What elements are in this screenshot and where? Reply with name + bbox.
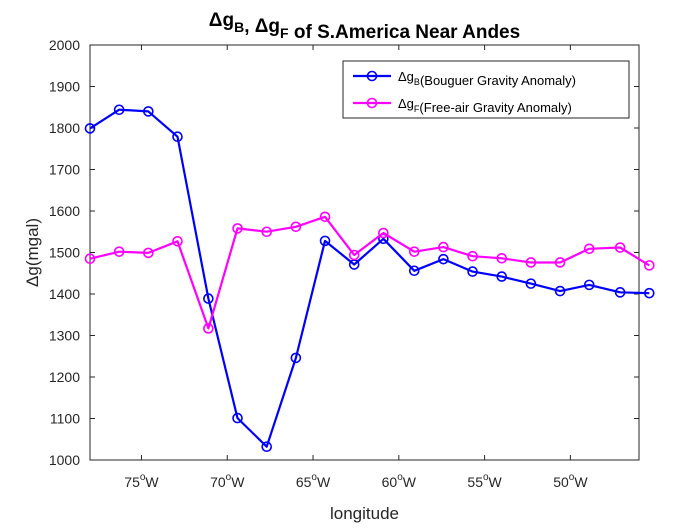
legend-entry: ΔgF(Free-air Gravity Anomaly) [398, 96, 572, 115]
data-point-0 [319, 235, 331, 247]
y-tick-label: 1100 [50, 411, 80, 427]
data-point-1 [408, 246, 420, 257]
data-point-1 [290, 221, 302, 233]
chart-title: ΔgB, ΔgF of S.America Near Andes [209, 10, 520, 43]
y-tick-label: 1600 [49, 203, 80, 219]
data-point-1 [583, 243, 595, 255]
legend-swatch-marker [366, 97, 378, 109]
data-point-1 [84, 253, 96, 265]
legend-entry: ΔgB(Bouguer Gravity Anomaly) [398, 69, 576, 88]
data-point-0 [203, 293, 214, 304]
data-point-1 [525, 257, 537, 268]
data-point-0 [143, 106, 154, 117]
x-tick-label: 55oW [467, 472, 502, 490]
data-point-1 [348, 249, 360, 261]
data-point-0 [172, 131, 183, 143]
data-point-1 [614, 242, 626, 253]
data-point-0 [113, 104, 125, 116]
y-tick-label: 1700 [49, 162, 80, 178]
legend-swatch-marker [366, 70, 378, 82]
y-tick-label: 1200 [49, 369, 80, 385]
data-point-0 [232, 412, 243, 424]
data-point-0 [583, 279, 595, 291]
data-point-1 [496, 253, 508, 264]
y-axis-label: Δg(mgal) [23, 218, 42, 287]
data-point-0 [467, 266, 478, 277]
data-point-1 [172, 235, 183, 247]
data-point-0 [84, 123, 96, 134]
x-axis-label: longitude [330, 504, 399, 523]
y-tick-label: 1900 [49, 79, 80, 95]
data-point-1 [113, 246, 125, 257]
data-point-0 [438, 253, 449, 265]
x-tick-label: 65oW [296, 472, 331, 490]
data-point-1 [378, 227, 389, 239]
data-point-0 [554, 285, 566, 297]
data-point-0 [643, 287, 655, 299]
y-tick-label: 2000 [49, 37, 80, 53]
x-tick-label: 75oW [124, 472, 159, 490]
data-point-0 [614, 287, 626, 298]
data-point-1 [643, 260, 655, 271]
data-point-1 [467, 250, 478, 262]
data-point-1 [319, 211, 331, 223]
data-point-0 [496, 271, 508, 282]
plot-area: 1000 1100 1200 1300 1400 1500 1600 1700 1800 1900… [23, 10, 655, 523]
data-point-1 [203, 323, 214, 334]
legend-box [342, 60, 630, 119]
x-tick-label: 50oW [553, 472, 588, 490]
x-tick-label: 70oW [210, 472, 245, 490]
y-tick-label: 1000 [49, 452, 80, 468]
data-point-0 [261, 441, 273, 453]
data-point-0 [290, 352, 302, 364]
data-point-0 [525, 278, 537, 289]
y-tick-label: 1300 [49, 328, 80, 344]
data-point-0 [408, 265, 420, 277]
data-point-1 [143, 247, 154, 259]
data-point-1 [232, 223, 243, 234]
x-tick-label: 60oW [382, 472, 417, 490]
y-tick-label: 1400 [49, 286, 80, 302]
data-point-1 [261, 226, 273, 238]
y-tick-label: 1800 [49, 120, 80, 136]
data-point-1 [554, 257, 566, 268]
data-point-1 [438, 241, 449, 253]
y-tick-label: 1500 [49, 245, 80, 261]
